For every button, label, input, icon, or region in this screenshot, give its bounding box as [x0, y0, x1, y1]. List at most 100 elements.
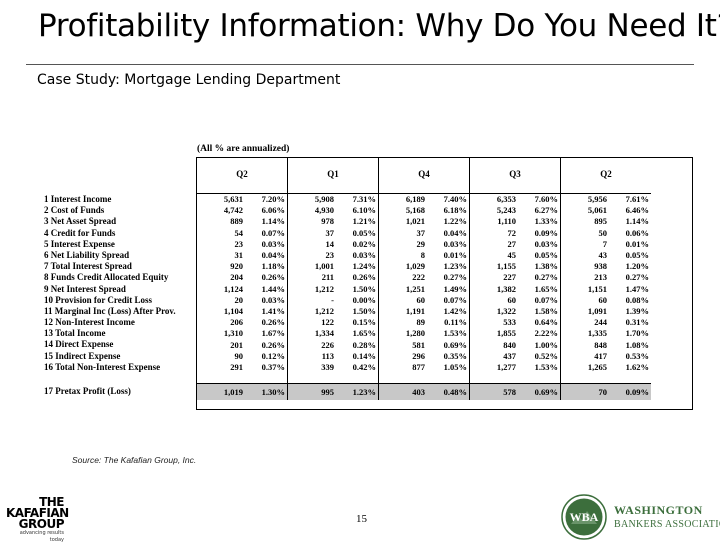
percent-cell: 0.53%	[625, 350, 649, 361]
percent-cell: 1.05%	[443, 362, 467, 373]
percent-cell: 7.61%	[625, 194, 649, 204]
percent-cell: 1.39%	[625, 306, 649, 317]
percent-cell: 0.03%	[534, 238, 558, 249]
percent-cell: 0.14%	[352, 350, 376, 361]
percent-cell: 0.64%	[534, 317, 558, 328]
row-label: 5 Interest Expense	[44, 238, 115, 249]
percent-cell: 1.70%	[625, 328, 649, 339]
value-cell: 1,001	[287, 261, 336, 273]
value-cell: 60	[560, 294, 609, 307]
value-cell: 60	[378, 294, 427, 307]
value-cell: 437	[469, 350, 518, 363]
value-cell: 581	[378, 339, 427, 351]
value-cell: 8	[378, 250, 427, 262]
value-cell: 840	[469, 339, 518, 351]
percent-cell: 6.10%	[352, 205, 376, 216]
table-row: 889 1.14% 978 1.21% 1,021 1.22% 1,110 1.33% 895 1…	[196, 216, 652, 228]
percent-cell: 0.52%	[534, 350, 558, 361]
percent-cell: 6.18%	[443, 205, 467, 216]
value-cell: 29	[378, 238, 427, 251]
spacer-cell	[378, 373, 427, 384]
value-cell: 848	[560, 339, 609, 351]
percent-cell: 0.37%	[261, 362, 285, 373]
percent-cell: 0.03%	[261, 294, 285, 305]
kafafian-logo: THE KAFAFIAN GROUP advancing results tod…	[6, 495, 69, 544]
value-cell: 23	[196, 238, 245, 251]
percent-cell: 1.22%	[443, 216, 467, 227]
percent-cell: 2.22%	[534, 328, 558, 339]
value-cell: 43	[560, 250, 609, 262]
value-cell: 213	[560, 272, 609, 284]
percent-cell: 0.04%	[261, 250, 285, 261]
kafafian-logo-tagline: advancing results today	[19, 530, 64, 543]
percent-cell: 1.58%	[534, 306, 558, 317]
wba-seal-text: WBA	[570, 510, 599, 524]
row-label: 1 Interest Income	[44, 194, 112, 204]
pretax-label: 17 Pretax Profit (Loss)	[44, 386, 131, 396]
percent-cell: 0.03%	[352, 250, 376, 261]
value-cell: 244	[560, 317, 609, 329]
table-row: 20 0.03% -0.00% 60 0.07% 60 0.07% 60 0.08%	[196, 294, 652, 307]
percent-cell: 1.65%	[534, 283, 558, 294]
value-cell: 6,353	[469, 193, 518, 206]
percent-cell: 7.31%	[352, 194, 376, 204]
table-row: 31 0.04% 23 0.03% 8 0.01% 45 0.05% 43 0.05%	[196, 250, 652, 262]
percent-cell: 1.50%	[352, 283, 376, 294]
percent-cell: 6.27%	[534, 205, 558, 216]
percent-cell: 1.00%	[534, 339, 558, 350]
table-row: 291 0.37% 339 0.42% 877 1.05% 1,277 1.53% 1,265 1…	[196, 362, 652, 374]
value-cell: 45	[469, 250, 518, 262]
wba-line2: BANKERS ASSOCIATION	[614, 519, 720, 530]
percent-cell: 0.11%	[444, 317, 467, 328]
value-cell: 1,382	[469, 283, 518, 295]
value-cell: 1,265	[560, 362, 609, 374]
value-cell: 1,280	[378, 328, 427, 340]
percent-cell: 0.28%	[352, 339, 376, 350]
table-row: 90 0.12% 113 0.14% 296 0.35% 437 0.52% 417 0.53%	[196, 350, 652, 363]
percent-cell: 0.27%	[625, 272, 649, 283]
table-row: 201 0.26% 226 0.28% 581 0.69% 840 1.00% 848 1.08%	[196, 339, 652, 351]
percent-cell: 0.05%	[625, 250, 649, 261]
percent-cell: 0.48%	[427, 383, 470, 401]
value-cell: 226	[287, 339, 336, 351]
percent-cell: 0.31%	[625, 317, 649, 328]
value-cell: 14	[287, 238, 336, 251]
value-cell: 4,930	[287, 205, 336, 217]
value-cell: 296	[378, 350, 427, 363]
percent-cell: 0.03%	[261, 238, 285, 249]
column-header-3: Q4	[378, 157, 470, 194]
percent-cell: 1.20%	[625, 261, 649, 272]
wba-logo-text: WASHINGTON BANKERS ASSOCIATION	[614, 503, 720, 530]
row-label: 9 Net Interest Spread	[44, 283, 126, 294]
page-number: 15	[356, 513, 367, 525]
percent-cell: 7.20%	[261, 194, 285, 204]
value-cell: 1,251	[378, 283, 427, 295]
kafafian-logo-line1: THE	[39, 495, 64, 509]
value-cell: 417	[560, 350, 609, 363]
percent-cell: 1.42%	[443, 306, 467, 317]
row-label: 2 Cost of Funds	[44, 205, 105, 216]
value-cell: 206	[196, 317, 245, 329]
percent-cell: 0.06%	[625, 227, 649, 238]
column-header-1: Q2	[196, 157, 288, 194]
value-cell: 60	[469, 294, 518, 307]
percent-cell: 0.09%	[534, 227, 558, 238]
percent-cell: 0.01%	[625, 238, 649, 249]
spacer-cell	[196, 373, 245, 384]
percent-cell: 6.46%	[625, 205, 649, 216]
value-cell: 877	[378, 362, 427, 374]
percent-cell: 1.53%	[534, 362, 558, 373]
source-note: Source: The Kafafian Group, Inc.	[72, 455, 197, 465]
profitability-table: Q2 Q1 Q4 Q3 Q2 5,631 7.20% 5,908 7.31% 6,189 7.40…	[196, 157, 652, 401]
percent-cell: 1.41%	[261, 306, 285, 317]
percent-cell: 1.47%	[625, 283, 649, 294]
value-cell: 889	[196, 216, 245, 228]
annualized-note: (All % are annualized)	[197, 144, 290, 154]
value-cell: 201	[196, 339, 245, 351]
row-label: 3 Net Asset Spread	[44, 216, 117, 227]
value-cell: 27	[469, 238, 518, 251]
percent-cell: 0.04%	[443, 227, 467, 238]
percent-cell: 0.09%	[609, 383, 651, 401]
percent-cell: 0.07%	[261, 227, 285, 238]
value-cell: 31	[196, 250, 245, 262]
